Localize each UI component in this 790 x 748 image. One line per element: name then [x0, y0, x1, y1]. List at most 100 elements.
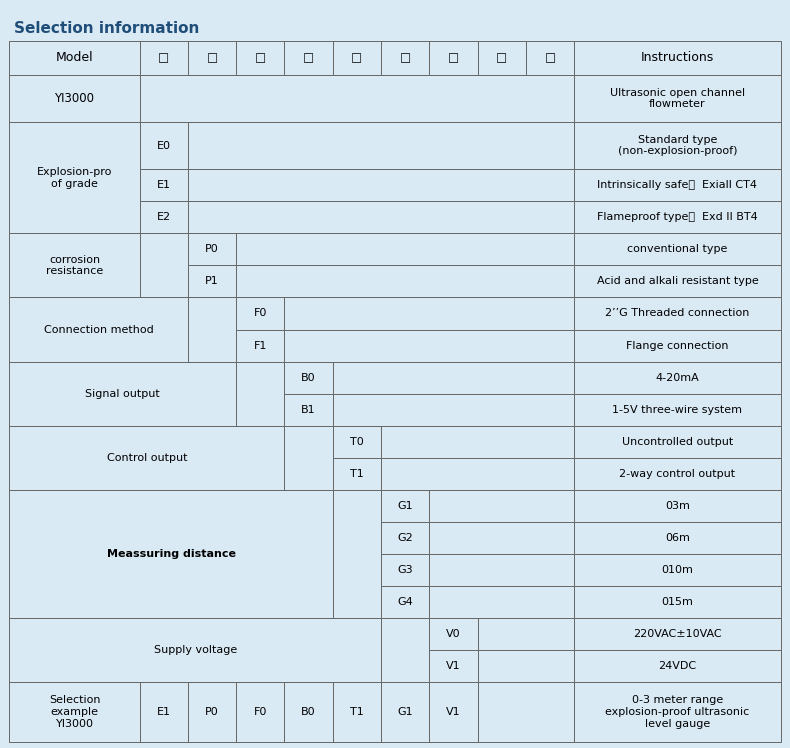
Text: corrosion
resistance: corrosion resistance	[46, 254, 103, 276]
Text: □: □	[352, 52, 363, 64]
Bar	[430, 41, 478, 75]
Bar	[574, 586, 781, 618]
Text: V1: V1	[446, 707, 461, 717]
Bar	[140, 169, 188, 201]
Text: P1: P1	[205, 277, 219, 286]
Bar	[236, 266, 574, 298]
Text: Control output: Control output	[107, 453, 187, 463]
Text: T0: T0	[350, 437, 363, 447]
Text: conventional type: conventional type	[627, 245, 728, 254]
Bar	[381, 490, 430, 522]
Bar	[430, 490, 574, 522]
Text: B0: B0	[301, 373, 316, 382]
Bar	[574, 266, 781, 298]
Text: Explosion-pro
of grade: Explosion-pro of grade	[37, 167, 112, 188]
Text: 03m: 03m	[665, 500, 690, 511]
Bar	[574, 522, 781, 554]
Text: E0: E0	[156, 141, 171, 150]
Bar	[140, 41, 188, 75]
Text: G1: G1	[397, 500, 413, 511]
Bar	[140, 122, 188, 169]
Text: □: □	[544, 52, 555, 64]
Bar	[9, 233, 140, 298]
Bar	[478, 618, 574, 650]
Bar	[430, 618, 478, 650]
Bar	[430, 650, 478, 682]
Bar	[9, 618, 381, 682]
Text: T1: T1	[350, 707, 363, 717]
Text: 24VDC: 24VDC	[658, 661, 697, 671]
Bar	[9, 75, 140, 122]
Bar	[333, 41, 381, 75]
Text: G2: G2	[397, 533, 413, 543]
Bar	[9, 122, 140, 233]
Text: Selection information: Selection information	[14, 21, 200, 36]
Bar	[381, 458, 574, 490]
Text: Uncontrolled output: Uncontrolled output	[622, 437, 733, 447]
Bar	[236, 361, 284, 426]
Bar	[284, 682, 333, 742]
Bar	[9, 361, 236, 426]
Bar	[574, 169, 781, 201]
Text: □: □	[496, 52, 507, 64]
Bar	[574, 361, 781, 393]
Bar	[574, 618, 781, 650]
Bar	[188, 233, 236, 266]
Bar	[9, 426, 284, 490]
Bar	[284, 426, 333, 490]
Text: Signal output: Signal output	[85, 388, 160, 399]
Bar	[526, 41, 574, 75]
Text: P0: P0	[205, 707, 219, 717]
Bar	[430, 586, 574, 618]
Bar	[574, 490, 781, 522]
Bar	[574, 393, 781, 426]
Text: 2’’G Threaded connection: 2’’G Threaded connection	[605, 308, 750, 319]
Bar	[236, 41, 284, 75]
Text: E1: E1	[156, 180, 171, 190]
Bar	[333, 490, 381, 618]
Bar	[284, 393, 333, 426]
Bar	[188, 266, 236, 298]
Bar	[9, 41, 140, 75]
Bar	[188, 201, 574, 233]
Bar	[140, 201, 188, 233]
Text: V1: V1	[446, 661, 461, 671]
Bar	[478, 650, 574, 682]
Bar	[188, 298, 236, 361]
Text: 1-5V three-wire system: 1-5V three-wire system	[612, 405, 743, 414]
Bar	[333, 682, 381, 742]
Text: □: □	[158, 52, 169, 64]
Bar	[188, 41, 236, 75]
Bar	[430, 522, 574, 554]
Text: G1: G1	[397, 707, 413, 717]
Bar	[333, 458, 381, 490]
Text: E1: E1	[156, 707, 171, 717]
Bar	[9, 298, 188, 361]
Text: V0: V0	[446, 629, 461, 639]
Text: 0-3 meter range
explosion-proof ultrasonic
level gauge: 0-3 meter range explosion-proof ultrason…	[605, 696, 750, 729]
Text: Connection method: Connection method	[43, 325, 153, 334]
Bar	[284, 41, 333, 75]
Text: Instructions: Instructions	[641, 52, 714, 64]
Text: □: □	[400, 52, 411, 64]
Text: F0: F0	[254, 308, 267, 319]
Bar	[236, 682, 284, 742]
Text: 2-way control output: 2-way control output	[619, 469, 735, 479]
Bar	[333, 426, 381, 458]
Bar	[574, 330, 781, 361]
Bar	[574, 554, 781, 586]
Text: □: □	[448, 52, 459, 64]
Text: 010m: 010m	[661, 565, 694, 574]
Bar	[188, 169, 574, 201]
Bar	[236, 298, 284, 330]
Text: Selection
example
YI3000: Selection example YI3000	[49, 696, 100, 729]
Bar	[236, 233, 574, 266]
Text: YI3000: YI3000	[55, 92, 95, 105]
Text: B0: B0	[301, 707, 316, 717]
Bar	[574, 75, 781, 122]
Bar	[381, 618, 430, 682]
Text: G4: G4	[397, 597, 413, 607]
Bar	[574, 41, 781, 75]
Bar	[574, 122, 781, 169]
Text: Intrinsically safe：  Exiall CT4: Intrinsically safe： Exiall CT4	[597, 180, 758, 190]
